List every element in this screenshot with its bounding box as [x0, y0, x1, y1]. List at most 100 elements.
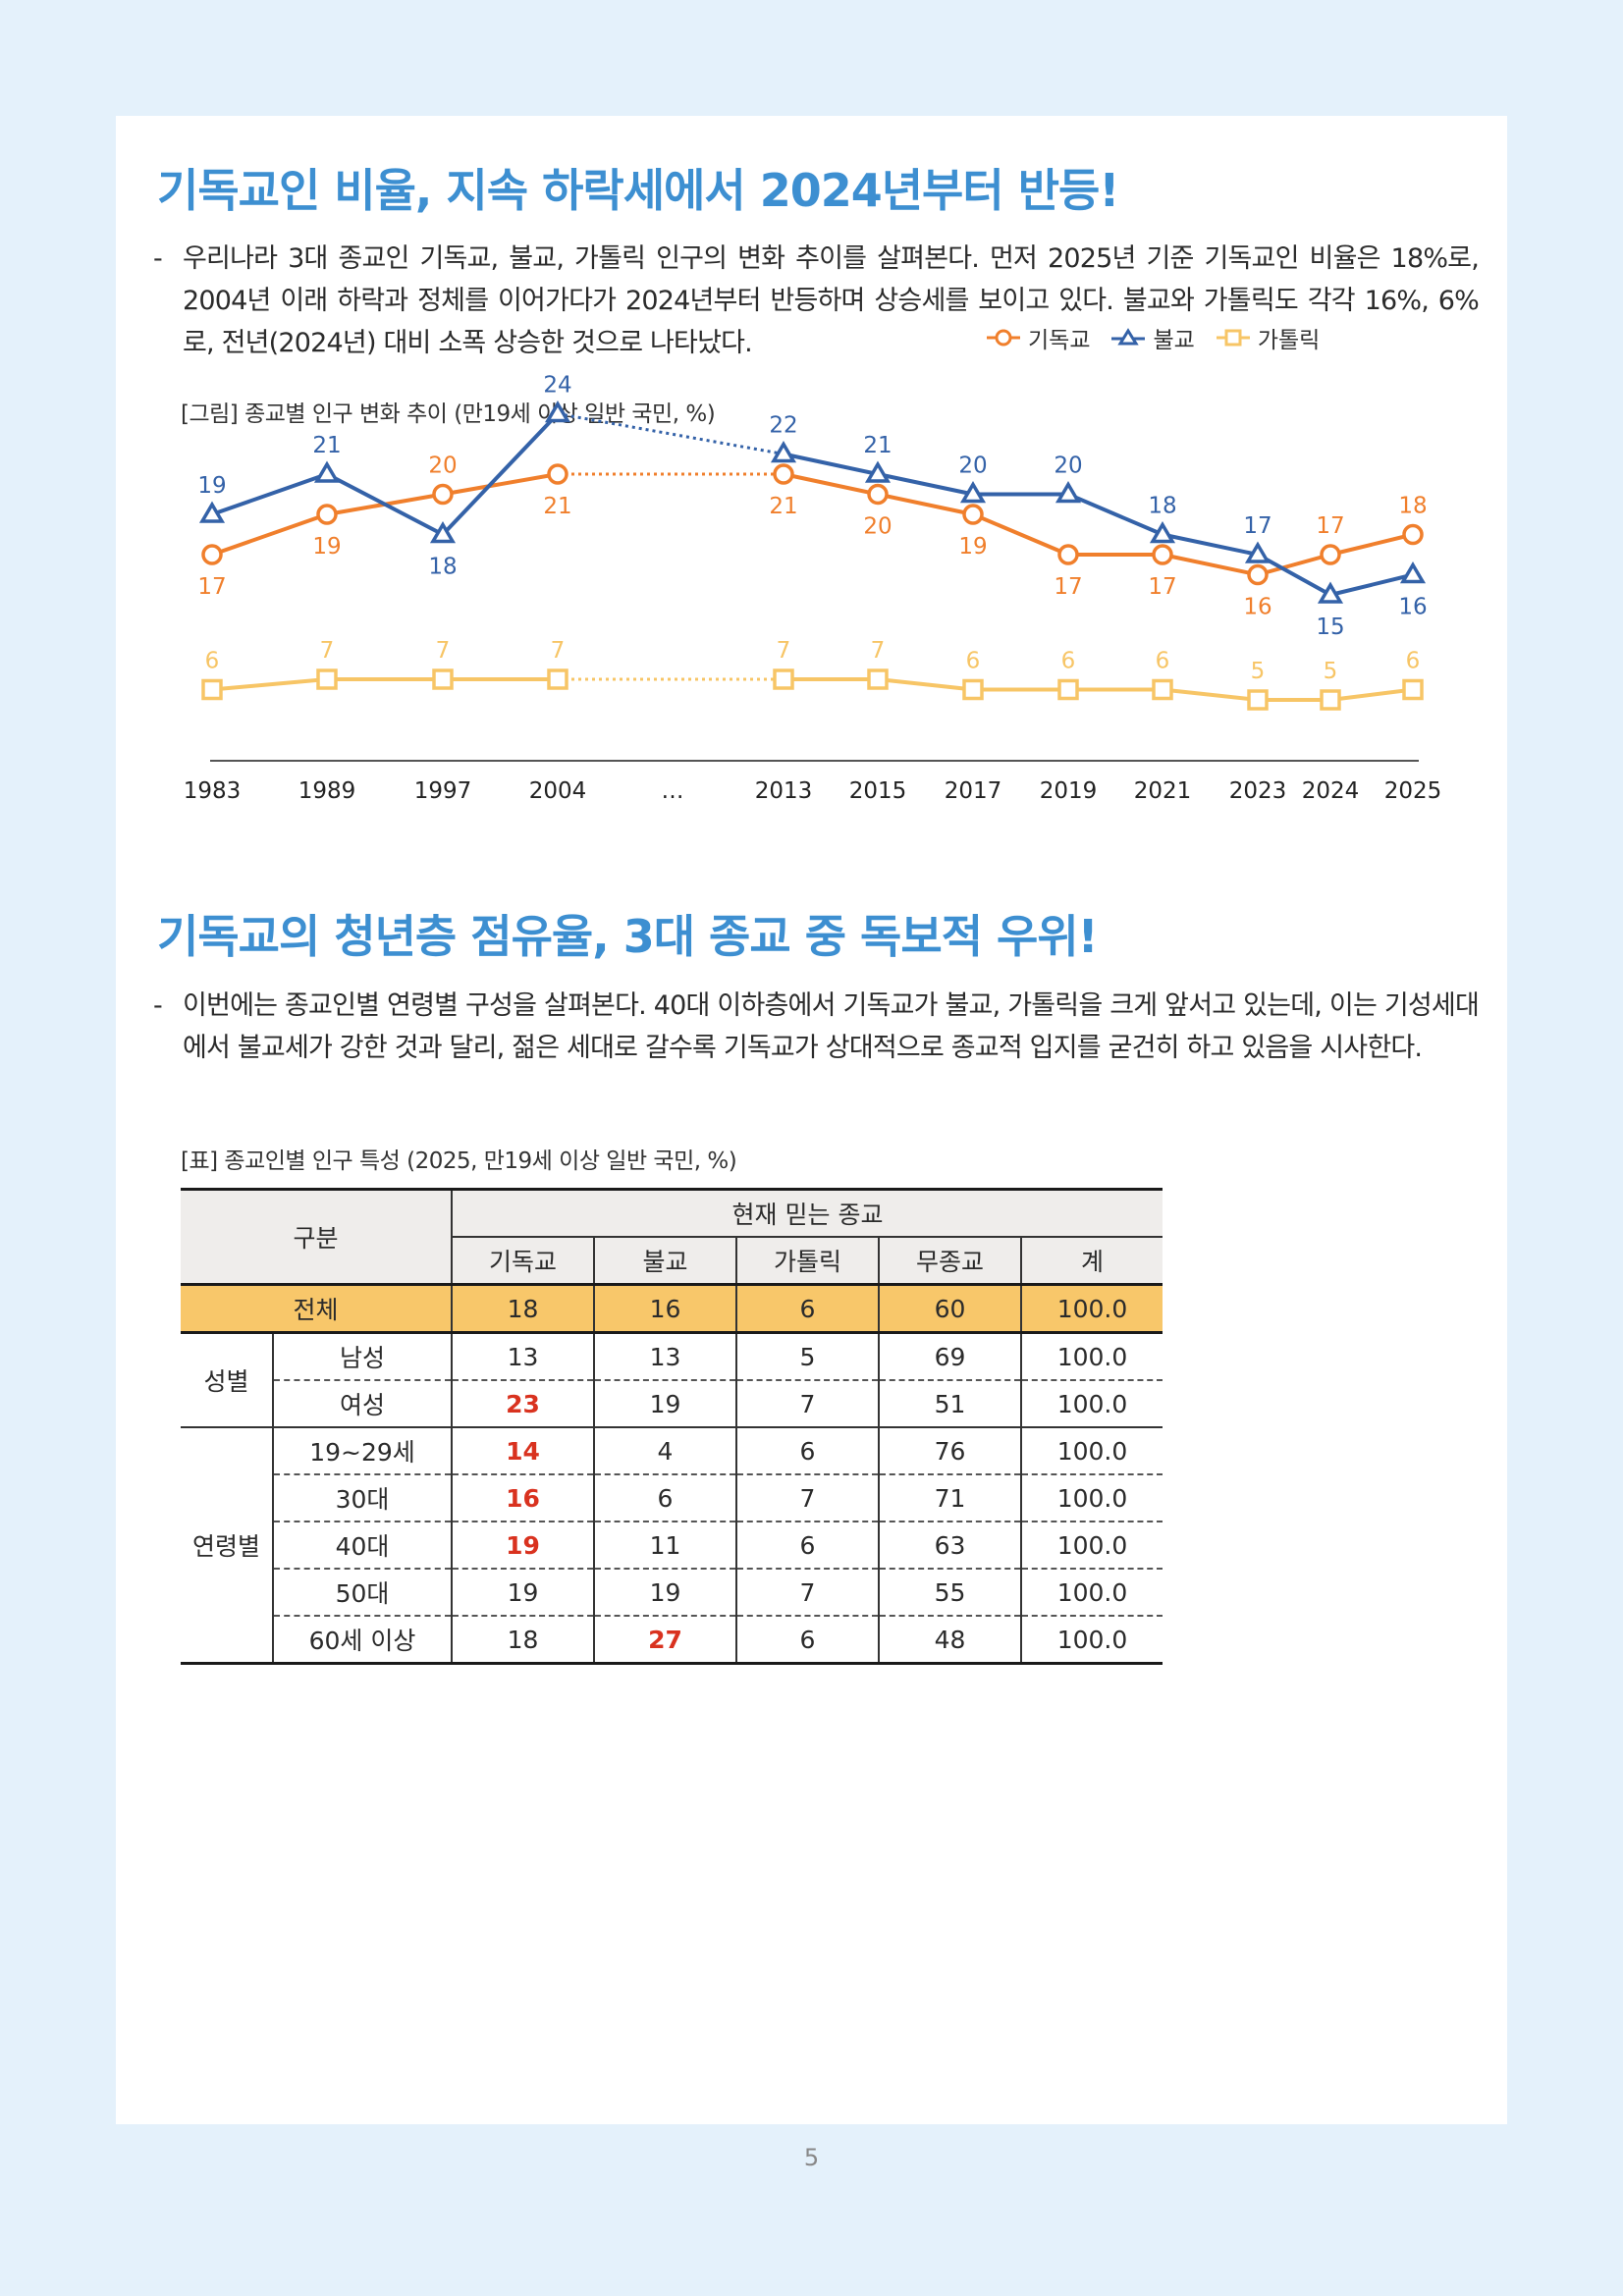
- legend-item-christian: 기독교: [987, 321, 1090, 354]
- data-point-marker: [201, 678, 223, 701]
- col-header: 가톨릭: [736, 1237, 880, 1285]
- table-cell: 6: [736, 1427, 880, 1475]
- table-row-total: 전체 18 16 6 60 100.0: [181, 1283, 1163, 1334]
- data-point-marker: [1320, 544, 1341, 565]
- table-cell-highlight: 27: [594, 1616, 737, 1665]
- table-cell: 69: [879, 1332, 1022, 1381]
- table-cell-highlight: 23: [452, 1380, 595, 1427]
- table-cell: 18: [452, 1616, 595, 1665]
- table-cell: 13: [452, 1332, 595, 1381]
- data-label: 19: [312, 534, 341, 560]
- x-tick-label: …: [662, 778, 684, 804]
- data-point-marker: [959, 481, 987, 504]
- data-label: 7: [777, 638, 791, 664]
- data-label: 7: [320, 638, 335, 664]
- series-line: [1162, 553, 1259, 577]
- data-label: 7: [871, 638, 886, 664]
- data-point-marker: [1244, 541, 1271, 563]
- data-label: 20: [958, 454, 987, 479]
- data-label: 15: [1316, 614, 1344, 640]
- section2-text: 이번에는 종교인별 연령별 구성을 살펴본다. 40대 이하층에서 기독교가 불…: [183, 990, 1480, 1063]
- table-cell: 7: [736, 1569, 880, 1617]
- section1-paragraph: - 우리나라 3대 종교인 기독교, 불교, 가톨릭 인구의 변화 추이를 살펴…: [153, 238, 1480, 364]
- series-line: [783, 452, 879, 476]
- table-cell: 7: [736, 1474, 880, 1522]
- figure-caption: [그림] 종교별 인구 변화 추이 (만19세 이상 일반 국민, %): [181, 401, 716, 427]
- table-cell: 11: [594, 1522, 737, 1570]
- data-label: 16: [1398, 595, 1427, 620]
- series-line: [1329, 532, 1414, 557]
- row-label: 19~29세: [273, 1427, 453, 1475]
- data-point-marker: [1055, 481, 1082, 504]
- table-cell-highlight: 19: [452, 1522, 595, 1570]
- bullet-dash: -: [153, 990, 163, 1021]
- table-cell: 18: [452, 1283, 595, 1334]
- data-label: 20: [863, 514, 892, 540]
- section2-paragraph: - 이번에는 종교인별 연령별 구성을 살펴본다. 40대 이하층에서 기독교가…: [153, 985, 1480, 1069]
- group-label: 연령별: [181, 1427, 274, 1665]
- table-cell: 19: [452, 1569, 595, 1617]
- data-label: 24: [543, 373, 571, 399]
- series-line: [1257, 553, 1331, 577]
- data-point-marker: [1152, 678, 1173, 701]
- section1-text: 우리나라 3대 종교인 기독교, 불교, 가톨릭 인구의 변화 추이를 살펴본다…: [183, 243, 1480, 358]
- row-label: 여성: [273, 1380, 453, 1427]
- series-line: [1162, 687, 1259, 702]
- series-line: [441, 412, 560, 536]
- data-point-marker: [1402, 678, 1424, 701]
- data-label: 21: [543, 494, 571, 519]
- data-point-marker: [1152, 544, 1173, 565]
- series-line: [877, 472, 974, 497]
- table-cell: 55: [879, 1569, 1022, 1617]
- table-cell: 16: [594, 1283, 737, 1334]
- table-cell: 6: [736, 1616, 880, 1665]
- x-tick-label: 1989: [298, 778, 356, 804]
- series-line: [211, 472, 328, 516]
- table-cell: 100.0: [1021, 1569, 1163, 1617]
- data-label: 19: [197, 473, 226, 499]
- data-label: 18: [1148, 494, 1176, 519]
- section2-title: 기독교의 청년층 점유율, 3대 종교 중 독보적 우위!: [157, 910, 1099, 963]
- x-tick-label: 1983: [184, 778, 242, 804]
- data-point-marker: [316, 668, 338, 690]
- table-header-row-2: 기독교 불교 가톨릭 무종교 계: [181, 1237, 1163, 1285]
- x-tick-label: 2013: [755, 778, 813, 804]
- data-label: 17: [197, 574, 226, 600]
- series-line: [442, 472, 559, 497]
- data-label: 20: [1054, 454, 1082, 479]
- table-cell: 19: [594, 1569, 737, 1617]
- religion-trend-chart: 1983 1989 1997 2004… 2013 2015 2017 2019 2021 202…: [184, 373, 1442, 805]
- table-cell: 71: [879, 1474, 1022, 1522]
- data-point-marker: [201, 544, 223, 565]
- data-point-marker: [867, 668, 889, 690]
- series-line: [1329, 687, 1414, 702]
- data-point-marker: [1320, 689, 1341, 711]
- data-label: 17: [1316, 513, 1344, 539]
- data-point-marker: [429, 521, 457, 544]
- data-point-marker: [1402, 523, 1424, 546]
- series-line: [211, 512, 328, 557]
- data-point-marker: [867, 483, 889, 506]
- data-label: 5: [1251, 659, 1266, 684]
- table-cell: 100.0: [1021, 1616, 1163, 1665]
- data-point-marker: [198, 501, 226, 523]
- table-cell-highlight: 16: [452, 1474, 595, 1522]
- data-point-marker: [1057, 544, 1079, 565]
- series-line: [1067, 492, 1163, 537]
- data-point-marker: [1149, 521, 1176, 544]
- x-tick-label: 2025: [1384, 778, 1442, 804]
- x-tick-label: 2023: [1229, 778, 1287, 804]
- data-label: 21: [863, 433, 892, 458]
- row-label: 50대: [273, 1569, 453, 1617]
- legend-item-catholic: 가톨릭: [1216, 321, 1320, 354]
- legend-label-christian: 기독교: [1028, 328, 1091, 353]
- data-label: 16: [1243, 595, 1271, 620]
- table-cell: 48: [879, 1616, 1022, 1665]
- row-label: 40대: [273, 1522, 453, 1570]
- data-label: 20: [428, 454, 457, 479]
- triangle-marker-icon: [1111, 328, 1146, 346]
- circle-marker-icon: [987, 329, 1020, 347]
- table-cell: 6: [736, 1283, 880, 1334]
- data-point-marker: [1247, 689, 1269, 711]
- data-point-marker: [1247, 563, 1269, 586]
